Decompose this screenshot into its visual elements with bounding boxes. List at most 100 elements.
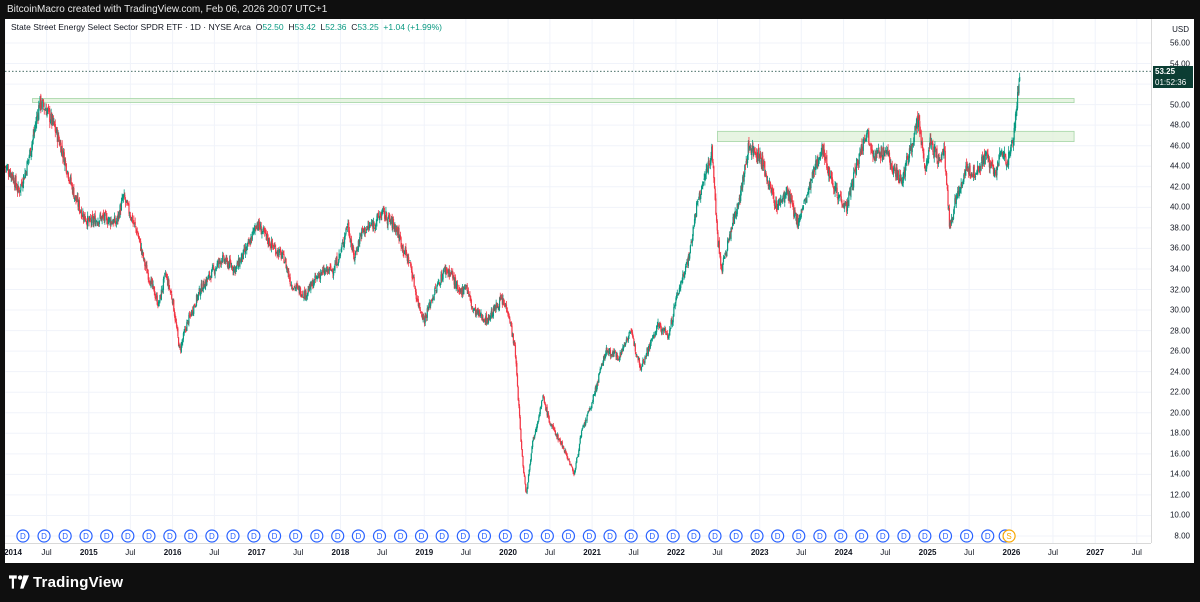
candle-body [812,172,814,176]
candle-body [587,410,590,413]
candle-body [967,166,969,169]
candle-body [436,285,438,292]
candle-body [206,278,209,280]
dividend-marker[interactable]: D [331,529,345,543]
dividend-marker[interactable]: D [750,529,764,543]
candle-body [329,266,331,268]
dividend-marker[interactable]: D [708,529,722,543]
dividend-marker[interactable]: D [142,529,156,543]
candle-body [757,148,760,154]
dividend-marker[interactable]: D [121,529,135,543]
dividend-marker[interactable]: D [100,529,114,543]
dividend-marker[interactable]: D [226,529,240,543]
candle-body [609,351,611,352]
candle-body [260,226,262,235]
dividend-marker[interactable]: D [456,529,470,543]
dividend-marker[interactable]: D [729,529,743,543]
candle-body [85,221,87,223]
split-marker[interactable]: S [1002,529,1016,543]
candle-body [578,443,581,451]
time-axis[interactable]: 2014 Jul 2015 Jul 2016 Jul 2017 Jul 2018 Jul 2019 J… [4,543,1151,564]
candle-body [405,246,407,255]
candle-body [760,160,762,167]
dividend-marker[interactable]: D [16,529,30,543]
dividend-marker[interactable]: D [771,529,785,543]
dividend-marker[interactable]: D [519,529,533,543]
candle-body [742,176,745,182]
candle-body [713,166,715,179]
dividend-marker[interactable]: D [247,529,261,543]
dividend-marker[interactable]: D [834,529,848,543]
candle-body [669,329,671,336]
candle-body [494,306,497,311]
candle-body [859,151,862,155]
price-axis[interactable]: USD 8.00 10.00 12.00 14.00 16.00 18.00 20.00 22… [1151,19,1195,543]
dividend-marker[interactable]: D [981,529,995,543]
dividend-marker[interactable]: D [394,529,408,543]
marker-label: D [146,532,152,541]
dividend-marker[interactable]: D [960,529,974,543]
candle-body [589,408,591,410]
candle-body [451,271,453,274]
dividend-marker[interactable]: D [666,529,680,543]
dividend-marker[interactable]: D [498,529,512,543]
brand-name: TradingView [33,574,124,591]
dividend-marker[interactable]: D [938,529,953,543]
candle-body [623,345,625,347]
dividend-marker[interactable]: D [540,529,554,543]
dividend-marker[interactable]: D [310,529,324,543]
tradingview-logo-icon [9,575,29,589]
candle-body [461,287,463,295]
candle-body [809,182,811,189]
candle-body [574,470,576,475]
candle-body [941,153,943,161]
candle-body [977,165,979,173]
dividend-marker[interactable]: D [687,529,701,543]
dividend-marker[interactable]: D [624,529,638,543]
candle-body [561,441,563,448]
dividend-marker[interactable]: D [792,529,806,543]
dividend-marker[interactable]: D [351,529,365,543]
dividend-marker[interactable]: D [561,529,576,543]
candle-body [479,310,481,316]
dividend-marker[interactable]: D [205,529,219,543]
candle-body [166,276,168,278]
candle-body [613,351,615,357]
candle-body [16,187,18,190]
dividend-marker[interactable]: D [582,529,596,543]
dividend-marker[interactable]: D [58,529,72,543]
dividend-marker[interactable]: D [372,529,387,543]
time-tick-label: 2016 [163,548,182,557]
dividend-marker[interactable]: D [289,529,303,543]
dividend-marker[interactable]: D [876,529,890,543]
dividend-marker[interactable]: D [79,529,93,543]
candle-body [1015,110,1017,117]
dividend-marker[interactable]: D [813,529,827,543]
candle-body [127,203,129,205]
candle-body [279,248,282,252]
dividend-marker[interactable]: D [855,529,869,543]
dividend-marker[interactable]: D [435,529,449,543]
dividend-marker[interactable]: D [267,529,282,543]
dividend-marker[interactable]: D [37,529,51,543]
candle-body [709,160,711,165]
dividend-marker[interactable]: D [603,529,617,543]
dividend-marker[interactable]: D [414,529,429,543]
candle-body [280,251,282,259]
dividend-marker[interactable]: D [918,529,932,543]
candle-body [773,192,775,199]
candle-body [732,216,734,226]
dividend-marker[interactable]: D [184,529,198,543]
dividend-marker[interactable]: D [477,529,492,543]
dividend-marker[interactable]: D [645,529,659,543]
candle-body [231,266,233,271]
candle-body [828,167,831,179]
tradingview-logo[interactable]: TradingView [9,574,123,591]
dividend-marker[interactable]: D [897,529,911,543]
candle-body [403,250,405,254]
dividend-marker[interactable]: D [163,529,177,543]
candle-body [959,192,961,193]
candle-body [800,215,802,219]
